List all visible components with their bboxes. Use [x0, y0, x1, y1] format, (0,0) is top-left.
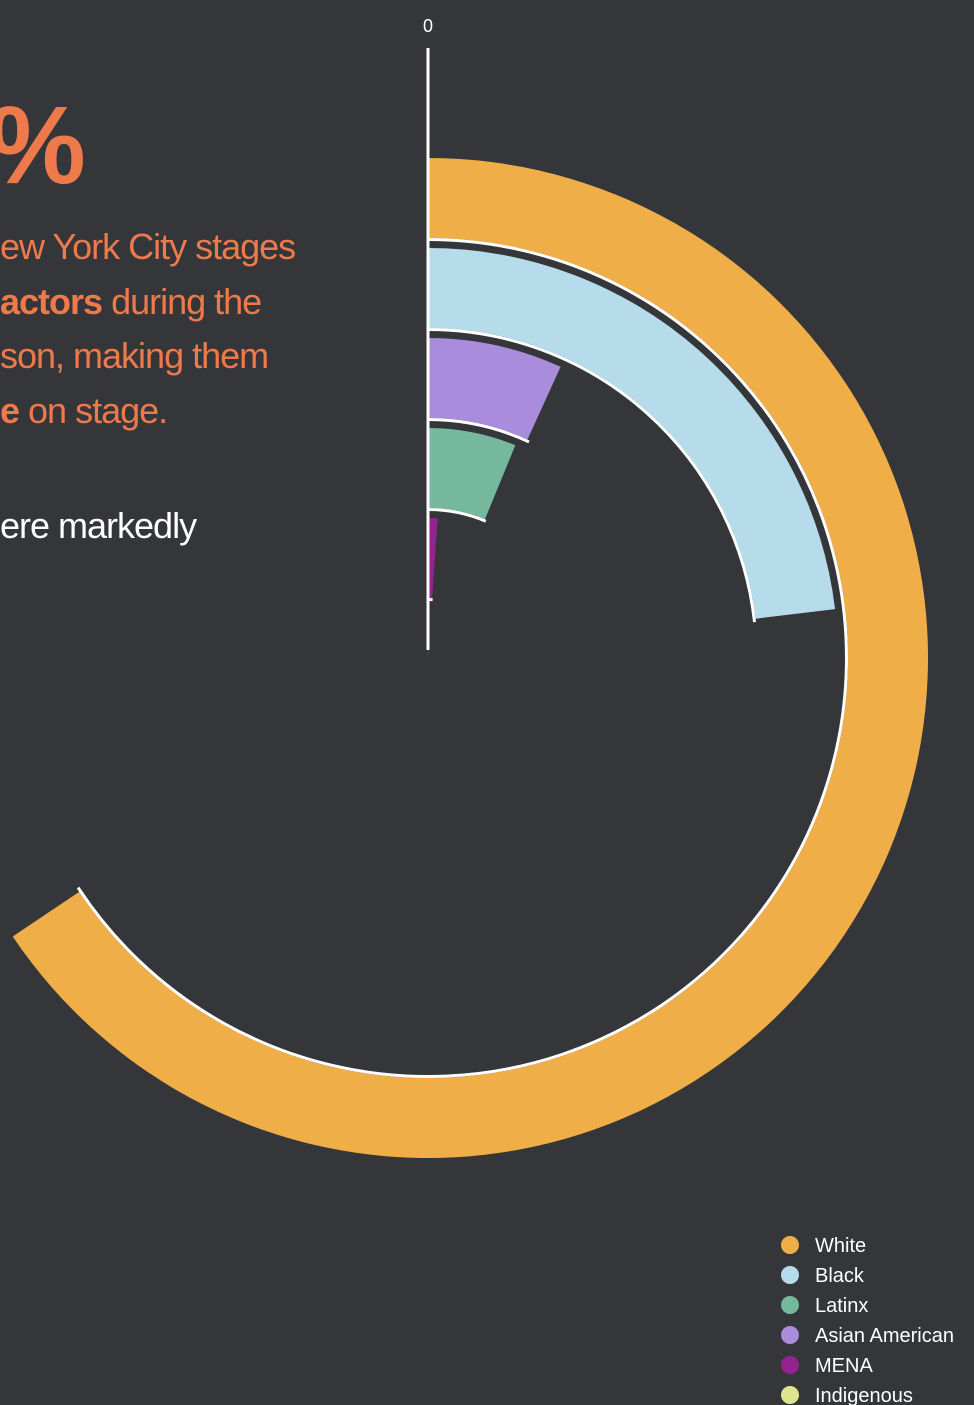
arc-bar [428, 518, 438, 599]
arc-edge [427, 328, 757, 623]
arc-bar [428, 338, 561, 440]
legend-label: White [815, 1235, 866, 1257]
text-line: son, making them [0, 335, 269, 377]
text-line: ew York City stages [0, 226, 296, 268]
legend-swatch [781, 1296, 799, 1314]
legend-swatch [781, 1386, 799, 1404]
legend-label: Indigenous [815, 1385, 913, 1405]
arc-edge [76, 238, 848, 1078]
text-line: actors during the [0, 280, 262, 323]
legend-swatch [781, 1356, 799, 1374]
headline: % [0, 82, 86, 209]
arc-bar [428, 428, 516, 520]
text-part: on stage. [19, 389, 168, 431]
legend-swatch [781, 1326, 799, 1344]
text-part: during the [102, 280, 262, 322]
text-part: e [0, 389, 20, 431]
arc-bar [428, 248, 836, 619]
arc-edge [427, 418, 530, 444]
note: ere markedly [0, 505, 197, 546]
legend-label: Latinx [815, 1295, 868, 1317]
legend-label: MENA [815, 1355, 873, 1377]
arc-edge [427, 508, 487, 523]
legend-label: Asian American [815, 1325, 954, 1347]
legend-label: Black [815, 1265, 865, 1287]
text-line: e on stage. [0, 389, 168, 432]
tick-label: 0 [423, 16, 433, 36]
text-part: actors [0, 280, 103, 322]
text-part: son, making them [0, 335, 269, 376]
legend-swatch [781, 1236, 799, 1254]
text-part: ew York City stages [0, 226, 296, 267]
legend-swatch [781, 1266, 799, 1284]
